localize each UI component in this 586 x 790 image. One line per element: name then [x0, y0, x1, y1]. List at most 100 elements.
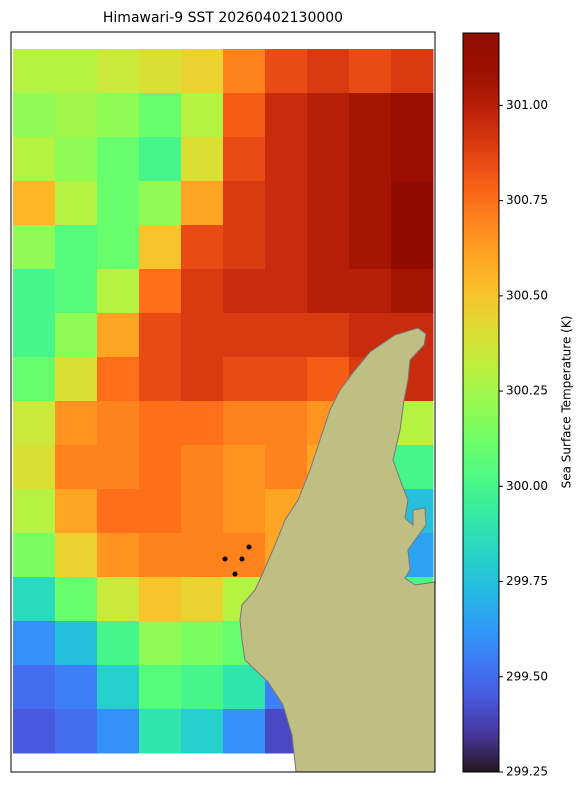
cell: [139, 577, 182, 622]
cell: [181, 49, 224, 94]
cell: [181, 577, 224, 622]
cell: [223, 489, 266, 534]
cell: [139, 445, 182, 490]
cell: [307, 313, 350, 358]
cell: [181, 357, 224, 402]
cell: [97, 621, 140, 666]
cell: [55, 181, 98, 226]
map-frame: [10, 31, 436, 773]
cell: [55, 401, 98, 446]
station: [222, 556, 228, 562]
cell: [13, 577, 56, 622]
cell: [55, 665, 98, 710]
cell: [223, 181, 266, 226]
cell: [13, 93, 56, 138]
cell: [307, 137, 350, 182]
land: [239, 327, 436, 773]
cell: [223, 225, 266, 270]
colorbar: [462, 32, 500, 773]
cell: [55, 489, 98, 534]
cell: [97, 665, 140, 710]
cell: [139, 665, 182, 710]
cell: [223, 313, 266, 358]
colorbar-tick-label: 300.75: [506, 193, 548, 207]
station: [239, 556, 245, 562]
stations: [222, 544, 252, 577]
cell: [55, 313, 98, 358]
cell: [139, 709, 182, 754]
cell: [223, 401, 266, 446]
cell: [265, 93, 308, 138]
cell: [181, 621, 224, 666]
cell: [181, 225, 224, 270]
cell: [139, 137, 182, 182]
cell: [55, 357, 98, 402]
cell: [139, 401, 182, 446]
cell: [139, 533, 182, 578]
cell: [97, 577, 140, 622]
cell: [97, 489, 140, 534]
cell: [13, 357, 56, 402]
cell: [13, 49, 56, 94]
cell: [55, 225, 98, 270]
cell: [55, 621, 98, 666]
cell: [13, 489, 56, 534]
cell: [13, 181, 56, 226]
cell: [13, 225, 56, 270]
colorbar-tick-label: 299.50: [506, 669, 548, 683]
cell: [349, 137, 392, 182]
cell: [13, 665, 56, 710]
cell: [97, 93, 140, 138]
cell: [181, 489, 224, 534]
cell: [265, 357, 308, 402]
cell: [13, 445, 56, 490]
cell: [139, 93, 182, 138]
cell: [55, 577, 98, 622]
cell: [349, 269, 392, 314]
cell: [181, 445, 224, 490]
cell: [55, 137, 98, 182]
colorbar-label: Sea Surface Temperature (K): [560, 316, 574, 489]
cell: [97, 137, 140, 182]
cell: [181, 533, 224, 578]
cell: [55, 269, 98, 314]
chart-title: Himawari-9 SST 20260402130000: [103, 10, 343, 26]
cell: [307, 269, 350, 314]
cell: [55, 93, 98, 138]
cell: [97, 357, 140, 402]
cell: [139, 181, 182, 226]
cell: [391, 181, 434, 226]
station: [246, 544, 252, 550]
cell: [265, 225, 308, 270]
cell: [97, 401, 140, 446]
cell: [97, 49, 140, 94]
cell: [265, 137, 308, 182]
cell: [181, 93, 224, 138]
cell: [223, 709, 266, 754]
cell: [349, 181, 392, 226]
cell: [349, 93, 392, 138]
cell: [181, 181, 224, 226]
cell: [307, 93, 350, 138]
cell: [307, 225, 350, 270]
cell: [181, 137, 224, 182]
cell: [55, 533, 98, 578]
cell: [391, 93, 434, 138]
cell: [139, 621, 182, 666]
cell: [391, 49, 434, 94]
colorbar-tick-label: 299.75: [506, 574, 548, 588]
cell: [349, 225, 392, 270]
colorbar-tick-label: 300.25: [506, 384, 548, 398]
cell: [223, 269, 266, 314]
cell: [223, 445, 266, 490]
colorbar-tick-label: 299.25: [506, 765, 548, 779]
colorbar-tick-label: 301.00: [506, 98, 548, 112]
cell: [13, 313, 56, 358]
cell: [307, 49, 350, 94]
cell: [97, 225, 140, 270]
cell: [97, 269, 140, 314]
cell: [13, 709, 56, 754]
cell: [265, 269, 308, 314]
cell: [391, 225, 434, 270]
